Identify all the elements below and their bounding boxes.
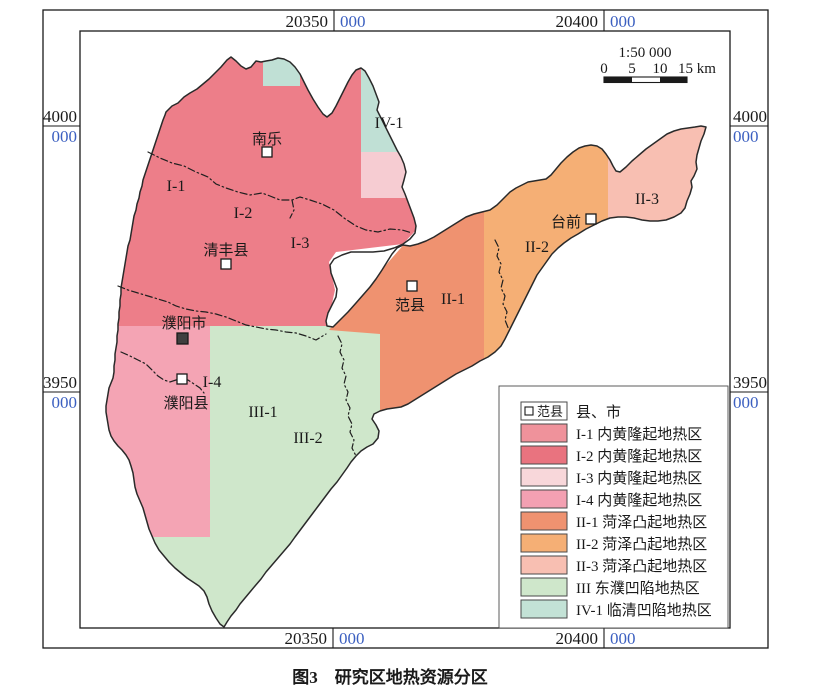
county-symbol-fanxian: [406, 280, 418, 292]
figure-caption: 图3 研究区地热资源分区: [292, 667, 488, 687]
coord-left-y2-main: 3950: [43, 373, 77, 392]
legend-swatch: [520, 445, 568, 465]
label-nanle: 南乐: [252, 131, 282, 148]
coord-bottom-x1-sub: 000: [339, 629, 365, 648]
label-zone-II1: II-1: [441, 291, 465, 308]
legend-county-symbol-text: 范县: [537, 404, 563, 419]
legend-item-label: I-1 内黄隆起地热区: [576, 426, 702, 443]
county-symbol-qingfeng: [220, 258, 232, 270]
coord-right-y1-sub: 000: [733, 127, 759, 146]
legend-swatch: [520, 511, 568, 531]
legend-swatch: [520, 577, 568, 597]
region-outline: [105, 56, 707, 628]
scale-bar-seg3: [660, 77, 687, 83]
boundary-north-spur: [289, 199, 295, 219]
label-zone-IV1: IV-1: [375, 115, 404, 132]
scale-10: 10: [653, 61, 668, 77]
legend-item-label: II-3 菏泽凸起地热区: [576, 558, 707, 575]
coord-top-x1-main: 20350: [286, 12, 329, 31]
legend-item-label: II-2 菏泽凸起地热区: [576, 536, 707, 553]
legend-swatch: [520, 599, 568, 619]
label-zone-I2: I-2: [234, 205, 253, 222]
boundary-north: [147, 151, 413, 234]
label-zone-I4: I-4: [203, 374, 222, 391]
coord-top-x1-sub: 000: [340, 12, 366, 31]
scale-bar-seg1: [604, 77, 632, 83]
legend-county-square-icon: [524, 406, 534, 416]
legend-swatch: [520, 423, 568, 443]
coord-right-y2-main: 3950: [733, 373, 767, 392]
label-zone-III2: III-2: [293, 430, 322, 447]
label-qingfengxian: 清丰县: [203, 242, 248, 259]
label-zone-I1: I-1: [167, 178, 186, 195]
label-puyangshi: 濮阳市: [161, 315, 206, 332]
legend-item-label: II-1 菏泽凸起地热区: [576, 514, 707, 531]
coord-bottom-x1-main: 20350: [285, 629, 328, 648]
coord-left-y1-main: 4000: [43, 107, 77, 126]
legend: 范县 县、市 I-1 内黄隆起地热区 I-2 内黄隆起地热区 I-3 内黄隆起地…: [498, 385, 729, 629]
legend-item-label: III 东濮凹陷地热区: [576, 580, 700, 597]
coord-bottom-x2-main: 20400: [556, 629, 599, 648]
boundary-arm: [494, 239, 510, 331]
coord-bottom-x2-sub: 000: [610, 629, 636, 648]
legend-swatch: [520, 555, 568, 575]
coord-top-x2-sub: 000: [610, 12, 636, 31]
scale-5: 5: [628, 61, 636, 77]
scale-bar: 1:50 000 0 5 10 15 km: [600, 45, 716, 84]
label-zone-II2: II-2: [525, 239, 549, 256]
map-symbols: [176, 146, 597, 385]
scale-ratio: 1:50 000: [619, 45, 672, 61]
legend-county-label: 县、市: [576, 404, 621, 421]
scale-15km: 15 km: [678, 61, 716, 77]
county-symbol-puyangxian: [176, 373, 188, 385]
legend-item-label: I-3 内黄隆起地热区: [576, 470, 702, 487]
legend-swatch: [520, 467, 568, 487]
boundary-puyangxian: [120, 351, 205, 394]
map-labels: 南乐 清丰县 濮阳市 濮阳县 范县 台前 I-1 I-2 I-3 I-4 II-…: [161, 115, 659, 447]
county-symbol-nanle: [261, 146, 273, 158]
city-symbol-puyangshi: [176, 332, 189, 345]
label-fanxian: 范县: [395, 297, 425, 314]
boundary-green-ns: [337, 335, 357, 457]
label-taiqian: 台前: [551, 214, 581, 231]
label-puyangxian: 濮阳县: [163, 395, 208, 412]
coord-top-x2-main: 20400: [556, 12, 599, 31]
legend-swatch: [520, 533, 568, 553]
legend-swatch: [520, 489, 568, 509]
legend-item-label: I-4 内黄隆起地热区: [576, 492, 702, 509]
boundary-middle: [117, 285, 327, 341]
legend-item-label: I-2 内黄隆起地热区: [576, 448, 702, 465]
coord-right-y2-sub: 000: [733, 393, 759, 412]
coord-left-y2-sub: 000: [52, 393, 78, 412]
county-symbol-taiqian: [585, 213, 597, 225]
scale-0: 0: [600, 61, 608, 77]
coord-left-y1-sub: 000: [52, 127, 78, 146]
label-zone-I3: I-3: [291, 235, 310, 252]
label-zone-II3: II-3: [635, 191, 659, 208]
legend-item-label: IV-1 临清凹陷地热区: [576, 602, 712, 619]
admin-boundaries: [117, 151, 510, 457]
coord-right-y1-main: 4000: [733, 107, 767, 126]
label-zone-III1: III-1: [248, 404, 277, 421]
